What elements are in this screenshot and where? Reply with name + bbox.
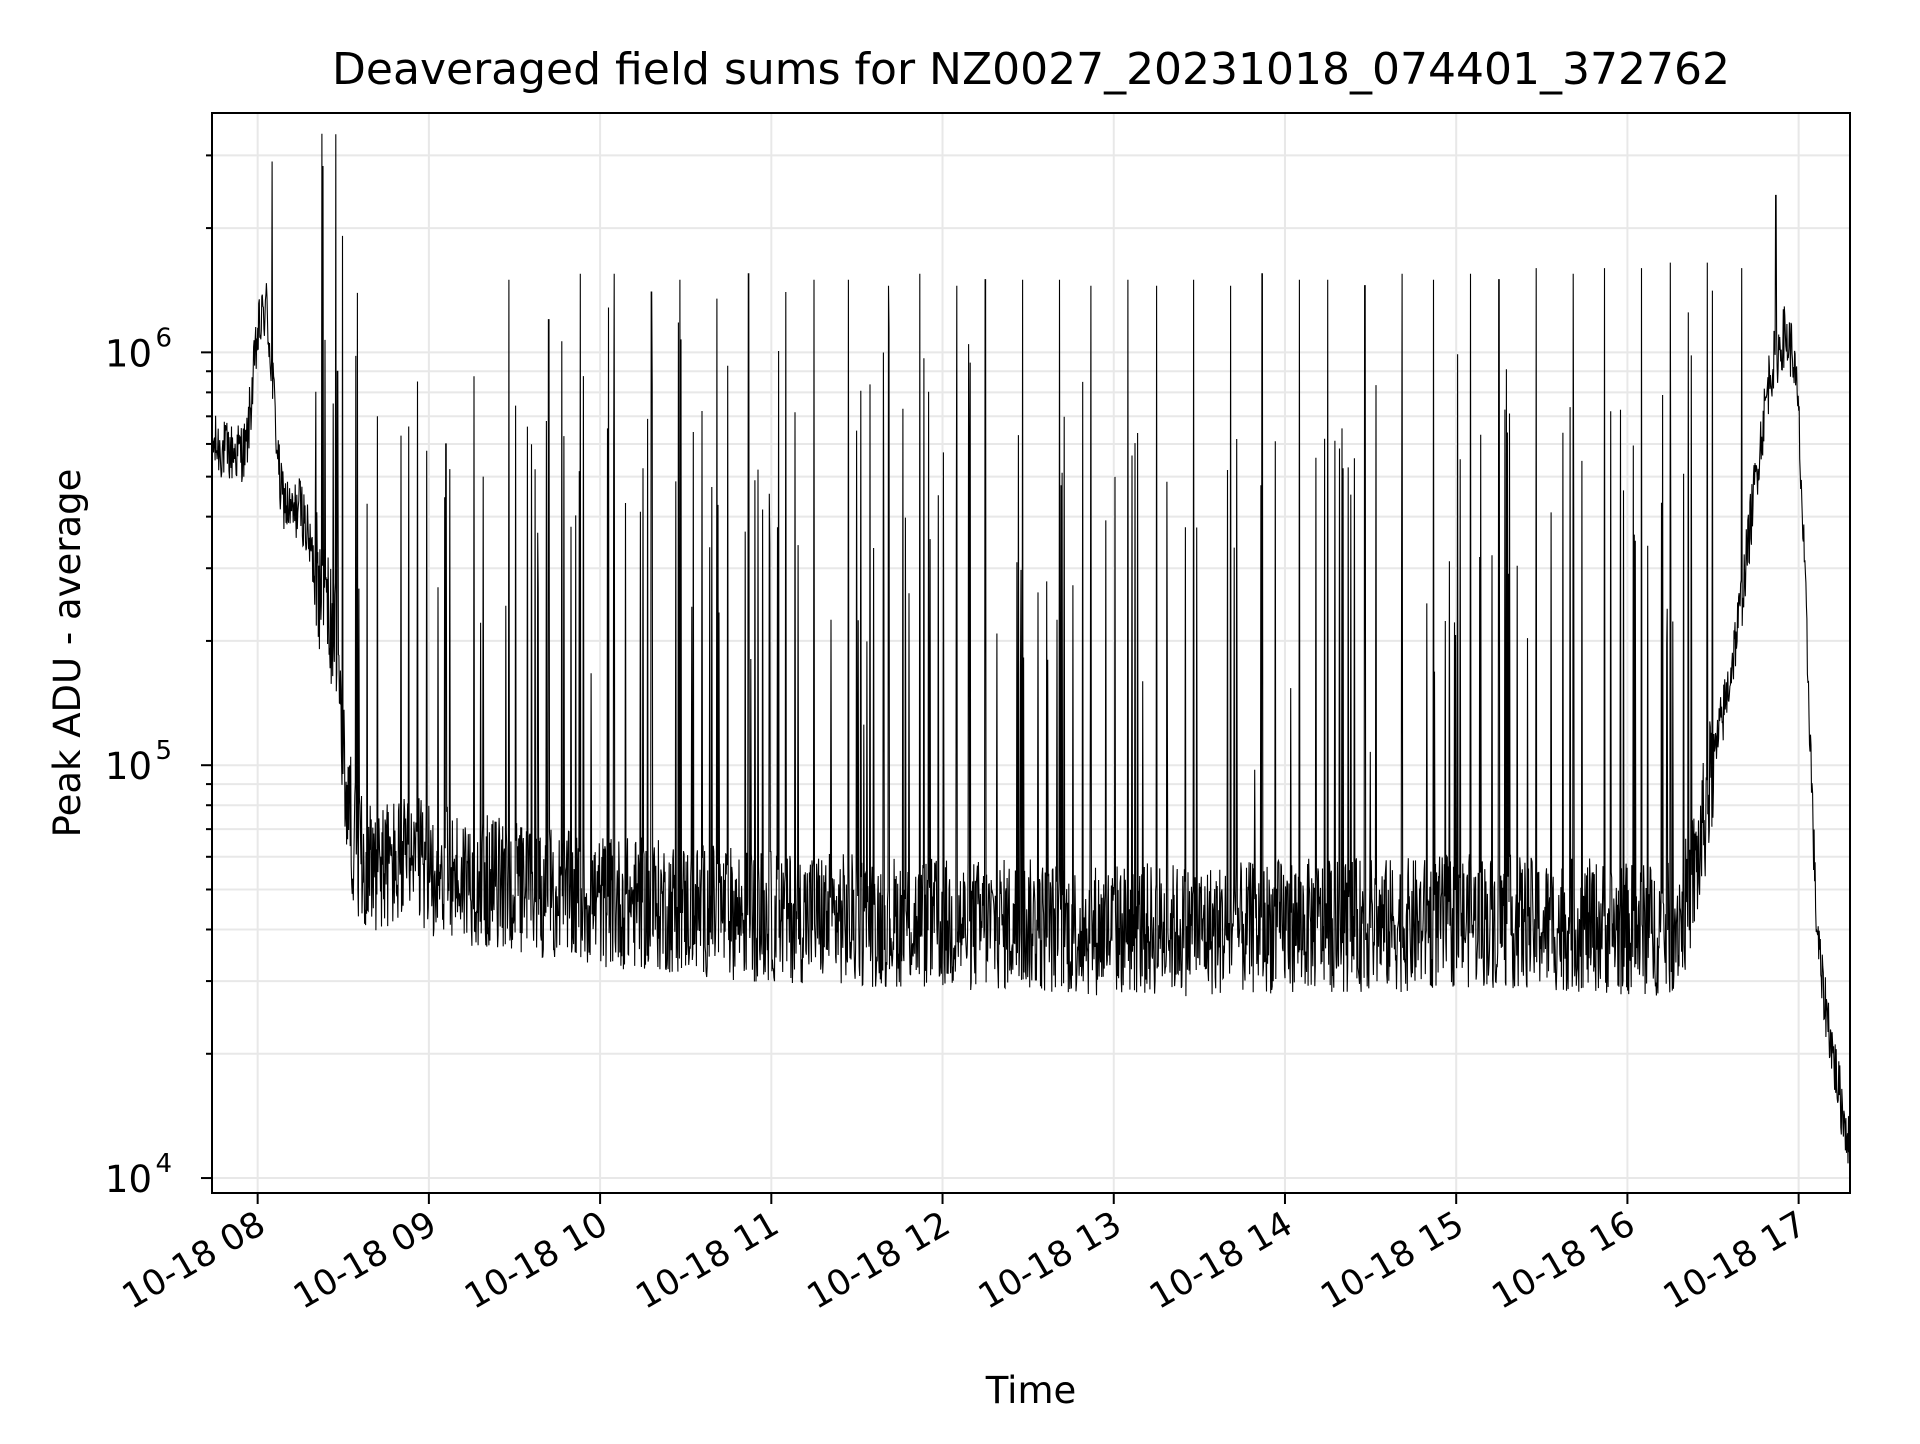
y-tick-label-exponent: 6 — [155, 323, 172, 353]
series-line — [211, 133, 1851, 1164]
y-tick-label-exponent: 4 — [155, 1149, 172, 1179]
y-tick-label: 10 — [105, 332, 152, 375]
y-tick-label: 10 — [105, 1158, 152, 1201]
y-tick-label: 10 — [105, 745, 152, 788]
grid — [212, 113, 1850, 1193]
y-axis-label: Peak ADU - average — [46, 469, 89, 838]
x-axis-label: Time — [985, 1369, 1077, 1412]
chart-title: Deaveraged field sums for NZ0027_2023101… — [332, 44, 1730, 95]
data-series — [211, 133, 1851, 1164]
plot-frame — [211, 112, 1851, 1194]
y-tick-label-exponent: 5 — [155, 736, 172, 766]
